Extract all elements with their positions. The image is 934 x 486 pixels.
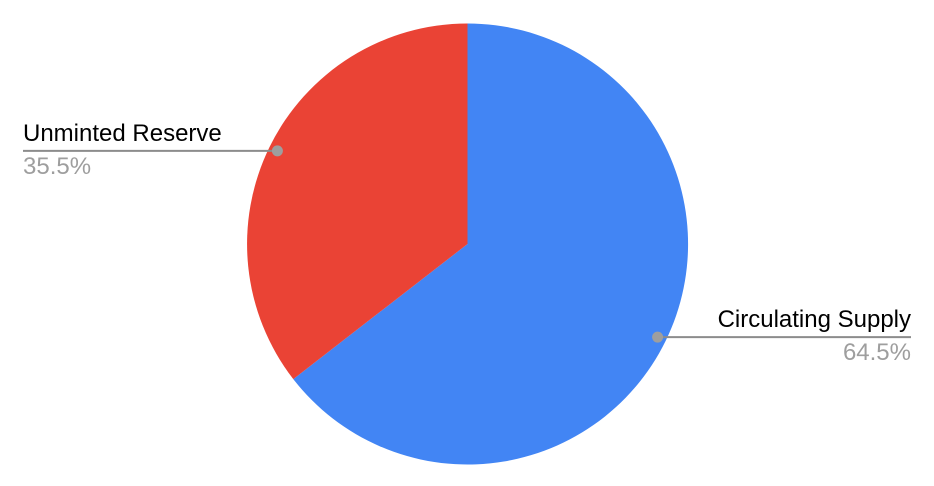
- slice-percent-circulating-supply: 64.5%: [842, 339, 911, 366]
- callout-dot-circulating-supply: [652, 331, 664, 343]
- pie-slice-circulating-supply[interactable]: [293, 23, 689, 465]
- slice-label-unminted-reserve: Unminted Reserve: [23, 120, 222, 147]
- callout-dot-unminted-reserve: [271, 145, 283, 157]
- slice-label-circulating-supply: Circulating Supply: [717, 306, 911, 333]
- pie-slice-unminted-reserve[interactable]: [247, 23, 468, 380]
- slice-percent-unminted-reserve: 35.5%: [23, 153, 92, 180]
